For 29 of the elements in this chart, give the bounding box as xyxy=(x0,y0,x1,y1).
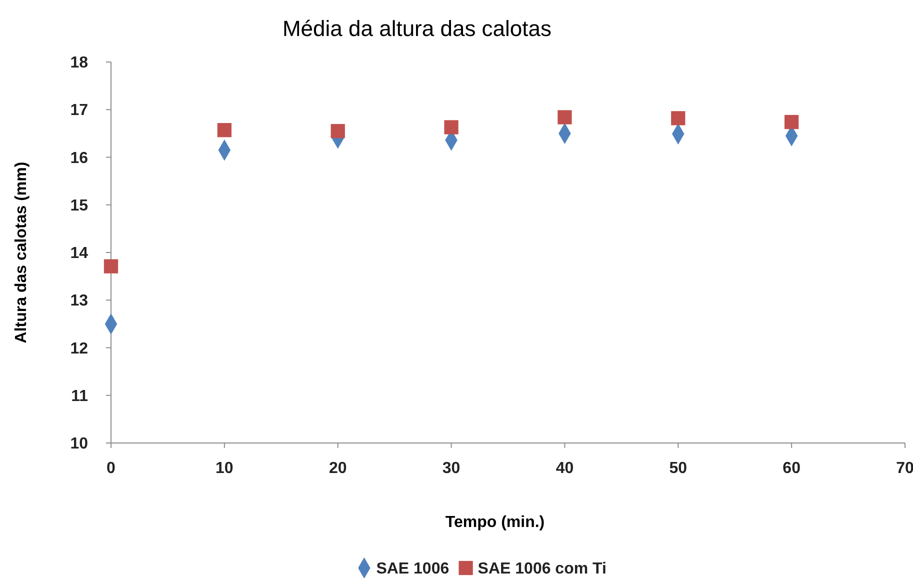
y-tick-label: 12 xyxy=(70,340,88,358)
x-tick-label: 30 xyxy=(442,460,460,477)
y-tick-label: 17 xyxy=(70,102,88,120)
y-tick-label: 15 xyxy=(70,197,88,214)
legend-label: SAE 1006 com Ti xyxy=(478,560,606,578)
y-tick-label: 11 xyxy=(71,388,88,405)
x-tick-label: 0 xyxy=(106,460,116,477)
point xyxy=(558,110,572,124)
point xyxy=(104,259,118,274)
point xyxy=(444,120,458,134)
y-tick-label: 10 xyxy=(70,436,88,453)
y-tick-label: 14 xyxy=(70,245,88,262)
x-axis-title: Tempo (min.) xyxy=(445,514,545,531)
x-tick-label: 50 xyxy=(669,460,688,477)
point xyxy=(671,111,686,126)
x-tick-label: 70 xyxy=(896,460,913,477)
point xyxy=(784,114,799,130)
x-tick-label: 40 xyxy=(556,460,574,477)
y-tick-label: 16 xyxy=(70,150,88,167)
point xyxy=(217,123,232,138)
x-tick-label: 20 xyxy=(328,460,347,477)
y-tick-label: 13 xyxy=(70,292,88,310)
y-axis-title: Altura das calotas (mm) xyxy=(13,162,30,344)
legend-label: SAE 1006 xyxy=(376,560,450,578)
x-tick-label: 60 xyxy=(782,460,801,477)
y-tick-label: 18 xyxy=(70,54,88,72)
chart-title: Média da altura das calotas xyxy=(282,16,552,41)
point xyxy=(330,124,345,138)
x-tick-label: 10 xyxy=(216,460,234,477)
